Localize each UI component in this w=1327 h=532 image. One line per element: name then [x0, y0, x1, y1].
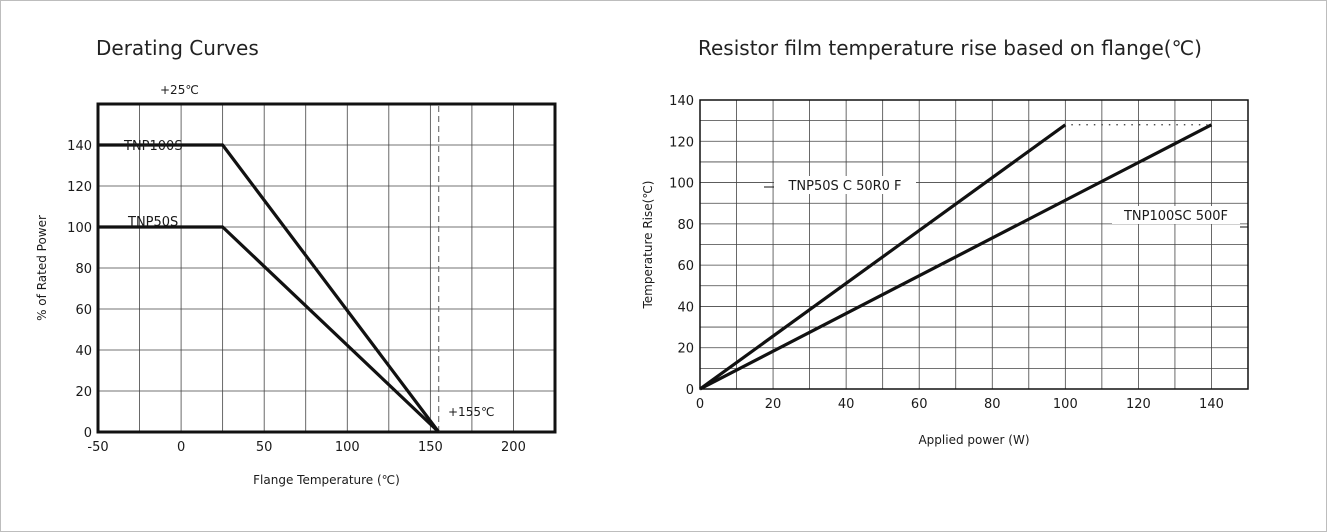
- chart1-series-label-2: TNP50S: [127, 215, 178, 230]
- chart2-series-line-2: [699, 123, 1213, 391]
- chart1-x-tick-label: 0: [177, 440, 185, 455]
- chart1-y-tick-label: 20: [75, 385, 92, 400]
- chart2-y-tick-label: 80: [677, 218, 694, 233]
- chart2-x-tick-label: 100: [1053, 397, 1078, 412]
- chart2-series-label-2: TNP100SC 500F: [1123, 209, 1228, 224]
- chart1-x-tick-label: 200: [501, 440, 526, 455]
- chart2-y-tick-label: 120: [669, 135, 694, 150]
- chart2-x-tick-label: 140: [1199, 397, 1224, 412]
- chart1-y-tick-label: 120: [67, 180, 92, 195]
- chart2-x-tick-label: 40: [838, 397, 855, 412]
- chart1-x-tick-label: 50: [256, 440, 273, 455]
- chart1-y-tick-label: 0: [84, 426, 92, 441]
- chart2-y-tick-label: 100: [669, 177, 694, 192]
- chart2-y-tick-label: 60: [677, 259, 694, 274]
- chart1-y-tick-label: 140: [67, 139, 92, 154]
- chart2-y-tick-label: 20: [677, 342, 694, 357]
- chart1-title: Derating Curves: [96, 36, 259, 60]
- chart1-series-line-1: [98, 143, 440, 433]
- chart1-y-tick-label: 80: [75, 262, 92, 277]
- chart1-y-tick-label: 100: [67, 221, 92, 236]
- chart1-y-tick-label: 40: [75, 344, 92, 359]
- chart2-title: Resistor film temperature rise based on …: [698, 36, 1202, 60]
- chart2-x-tick-label: 120: [1126, 397, 1151, 412]
- chart2-y-tick-label: 0: [686, 383, 694, 398]
- chart1-annotation-2: +155℃: [448, 405, 494, 419]
- chart2-series-line-1: [699, 123, 1067, 391]
- chart1-series-line-2: [98, 225, 440, 434]
- chart2-x-tick-label: 0: [696, 397, 704, 412]
- chart2-y-axis-label: Temperature Rise(℃): [641, 181, 655, 310]
- chart2-plot-frame: [699, 99, 1249, 390]
- chart2-y-tick-label: 140: [669, 94, 694, 109]
- chart2-label-bg-1: [774, 176, 916, 194]
- chart1-x-tick-label: 100: [335, 440, 360, 455]
- chart2-label-bg-2: [1112, 206, 1240, 224]
- chart2-x-tick-label: 80: [984, 397, 1001, 412]
- chart1-x-tick-label: -50: [87, 440, 108, 455]
- chart1-x-axis-label: Flange Temperature (℃): [253, 473, 400, 487]
- chart1-annotation-1: +25℃: [160, 83, 199, 97]
- chart2-y-tick-label: 40: [677, 300, 694, 315]
- chart2-x-tick-label: 60: [911, 397, 928, 412]
- chart1-x-tick-label: 150: [418, 440, 443, 455]
- chart2-x-tick-label: 20: [765, 397, 782, 412]
- chart1-plot-frame: [96, 102, 557, 434]
- chart2-x-axis-label: Applied power (W): [918, 433, 1029, 447]
- chart1-y-axis-label: % of Rated Power: [35, 215, 49, 321]
- chart2-series-label-1: TNP50S C 50R0 F: [787, 179, 901, 194]
- chart1-y-tick-label: 60: [75, 303, 92, 318]
- chart1-series-label-1: TNP100S: [123, 139, 183, 154]
